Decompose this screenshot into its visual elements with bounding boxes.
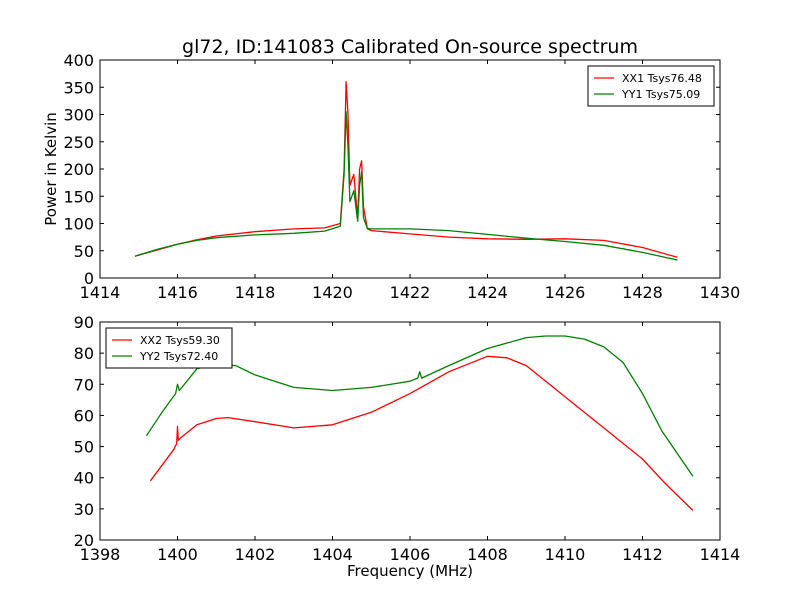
- y-tick-label: 250: [63, 133, 94, 152]
- y-tick-label: 60: [74, 406, 94, 425]
- x-tick-label: 1408: [467, 545, 508, 564]
- x-tick-label: 1414: [700, 545, 741, 564]
- bottom-panel: 1398 1400 1402 1404 1406 1408 1410 1412 1414 20 30…: [74, 313, 741, 580]
- y-tick-label: 70: [74, 375, 94, 394]
- y-tick-label: 50: [74, 242, 94, 261]
- y-tick-label: 90: [74, 313, 94, 332]
- y-tick-label: 150: [63, 187, 94, 206]
- x-tick-label: 1416: [157, 283, 198, 302]
- x-tick-label: 1404: [312, 545, 353, 564]
- y-tick-label: 100: [63, 215, 94, 234]
- x-tick-label: 1400: [157, 545, 198, 564]
- x-tick-label: 1430: [700, 283, 741, 302]
- legend-label: XX2 Tsys59.30: [140, 334, 220, 347]
- legend-box: [105, 327, 233, 369]
- y-tick-label: 400: [63, 51, 94, 70]
- legend: XX1 Tsys76.48 YY1 Tsys75.09: [587, 65, 715, 107]
- legend: XX2 Tsys59.30 YY2 Tsys72.40: [105, 327, 233, 369]
- legend-box: [587, 65, 715, 107]
- x-tick-label: 1410: [545, 545, 586, 564]
- y-axis-label: Power in Kelvin: [42, 112, 60, 226]
- y-tick-label: 350: [63, 78, 94, 97]
- y-tick-label: 40: [74, 469, 94, 488]
- x-tick-label: 1426: [545, 283, 586, 302]
- y-tick-label: 200: [63, 160, 94, 179]
- series-line-2: [145, 335, 694, 477]
- x-tick-label: 1420: [312, 283, 353, 302]
- x-tick-label: 1424: [467, 283, 508, 302]
- x-tick-label: 1428: [622, 283, 663, 302]
- x-tick-label: 1402: [235, 545, 276, 564]
- top-panel: 1414 1416 1418 1420 1422 1424 1426 1428 1430 0 50 1…: [42, 51, 740, 302]
- x-tick-label: 1406: [390, 545, 431, 564]
- x-tick-label: 1414: [80, 283, 121, 302]
- y-tick-label: 30: [74, 500, 94, 519]
- legend-label: YY1 Tsys75.09: [621, 88, 700, 101]
- x-tick-label: 1398: [80, 545, 121, 564]
- y-tick-label: 50: [74, 438, 94, 457]
- y-tick-label: 80: [74, 344, 94, 363]
- x-tick-label: 1418: [235, 283, 276, 302]
- chart-title: gl72, ID:141083 Calibrated On-source spe…: [182, 36, 638, 58]
- x-tick-label: 1412: [622, 545, 663, 564]
- series-line-2: [134, 111, 678, 261]
- y-tick-label: 20: [74, 531, 94, 550]
- y-tick-label: 300: [63, 106, 94, 125]
- series-line-1: [149, 355, 694, 511]
- series-line-1: [134, 81, 678, 258]
- x-axis-label: Frequency (MHz): [347, 562, 473, 580]
- x-tick-label: 1422: [390, 283, 431, 302]
- legend-label: YY2 Tsys72.40: [139, 350, 218, 363]
- legend-label: XX1 Tsys76.48: [622, 72, 702, 85]
- y-tick-label: 0: [84, 269, 94, 288]
